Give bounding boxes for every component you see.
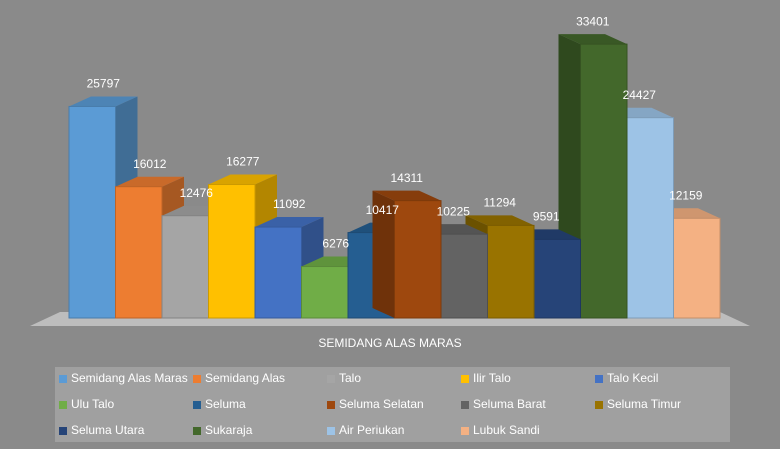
legend-swatch xyxy=(595,401,603,409)
legend-swatch xyxy=(461,427,469,435)
bar-front xyxy=(487,224,535,319)
legend-swatch xyxy=(193,427,201,435)
legend-swatch xyxy=(461,401,469,409)
bar xyxy=(372,190,442,319)
data-label: 12159 xyxy=(669,188,703,202)
bar xyxy=(68,96,138,319)
legend-label: Seluma Timur xyxy=(607,397,681,411)
data-label: 33401 xyxy=(576,14,610,28)
bar-front xyxy=(580,43,628,319)
data-label: 11092 xyxy=(273,197,306,211)
data-label: 25797 xyxy=(87,77,121,91)
data-label: 10417 xyxy=(366,203,400,217)
bar-top xyxy=(465,215,534,226)
data-label: 14311 xyxy=(391,171,424,185)
legend xyxy=(55,367,730,442)
bar-front xyxy=(533,238,581,319)
data-label: 6276 xyxy=(322,237,349,251)
bar-top xyxy=(372,190,441,201)
data-label: 9591 xyxy=(533,210,560,224)
bar-front xyxy=(301,266,349,319)
legend-label: Talo xyxy=(339,371,361,385)
bar-top xyxy=(208,174,277,185)
legend-label: Seluma Utara xyxy=(71,423,145,437)
data-label: 16277 xyxy=(226,155,260,169)
data-label: 10225 xyxy=(437,204,471,218)
legend-label: Talo Kecil xyxy=(607,371,658,385)
bar-front xyxy=(440,233,488,319)
data-label: 24427 xyxy=(623,88,657,102)
legend-swatch xyxy=(59,427,67,435)
bar-front xyxy=(115,186,163,319)
bar-front xyxy=(626,117,674,319)
legend-label: Air Periukan xyxy=(339,423,404,437)
legend-label: Ilir Talo xyxy=(473,371,511,385)
legend-label: Seluma Barat xyxy=(473,397,546,411)
legend-swatch xyxy=(461,375,469,383)
category-label: SEMIDANG ALAS MARAS xyxy=(318,336,461,350)
legend-swatch xyxy=(193,401,201,409)
legend-swatch xyxy=(327,375,335,383)
legend-label: Seluma xyxy=(205,397,246,411)
data-label: 12476 xyxy=(180,186,214,200)
legend-label: Ulu Talo xyxy=(71,397,114,411)
bar-front xyxy=(254,226,302,319)
bar-top xyxy=(255,217,324,228)
bar-top xyxy=(558,34,627,45)
bar-front xyxy=(208,184,256,319)
legend-label: Semidang Alas xyxy=(205,371,285,385)
legend-swatch xyxy=(327,427,335,435)
legend-swatch xyxy=(193,375,201,383)
legend-swatch xyxy=(59,375,67,383)
bar-side xyxy=(372,190,395,318)
bar-front xyxy=(68,105,116,319)
legend-swatch xyxy=(327,401,335,409)
legend-swatch xyxy=(59,401,67,409)
bar-top xyxy=(115,176,184,187)
data-label: 16012 xyxy=(133,157,167,171)
bar-front xyxy=(673,217,721,319)
legend-swatch xyxy=(595,375,603,383)
legend-label: Seluma Selatan xyxy=(339,397,424,411)
bar-front xyxy=(394,200,442,319)
legend-label: Sukaraja xyxy=(205,423,253,437)
bar-front xyxy=(161,215,209,319)
legend-label: Lubuk Sandi xyxy=(473,423,540,437)
data-label: 11294 xyxy=(484,196,517,210)
bar-top xyxy=(69,96,138,107)
legend-label: Semidang Alas Maras xyxy=(71,371,188,385)
